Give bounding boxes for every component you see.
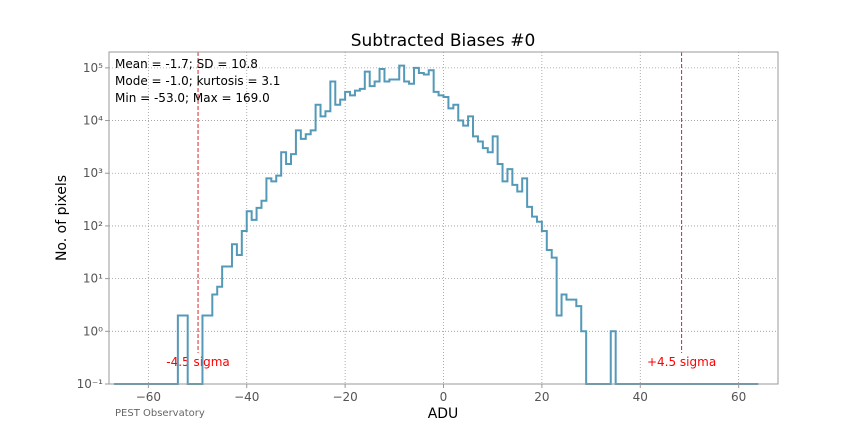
x-tick-label: 60 <box>731 390 746 404</box>
x-tick-label: −20 <box>332 390 357 404</box>
y-axis-label: No. of pixels <box>54 175 70 261</box>
gridlines <box>109 52 778 384</box>
y-tick-label: 10³ <box>83 166 103 180</box>
y-tick-label: 10⁴ <box>83 114 103 128</box>
x-axis-ticks: −60 −40 −20 0 20 40 60 <box>136 384 746 404</box>
y-tick-label: 10⁵ <box>83 61 103 75</box>
x-tick-label: −40 <box>234 390 259 404</box>
chart-title: Subtracted Biases #0 <box>351 31 536 51</box>
y-axis-ticks: 10⁻¹ 10⁰ 10¹ 10² 10³ 10⁴ 10⁵ <box>77 61 109 391</box>
sigma-label: +4.5 sigma <box>647 355 716 369</box>
sigma-lines: -4.5 sigma +4.5 sigma <box>166 52 716 369</box>
stats-mean-sd: Mean = -1.7; SD = 10.8 <box>115 57 258 71</box>
x-axis-label: ADU <box>428 406 459 422</box>
y-tick-label: 10¹ <box>83 272 103 286</box>
x-tick-label: 20 <box>534 390 549 404</box>
x-tick-label: 0 <box>440 390 448 404</box>
stats-min-max: Min = -53.0; Max = 169.0 <box>115 91 270 105</box>
stats-mode-kurtosis: Mode = -1.0; kurtosis = 3.1 <box>115 74 280 88</box>
observatory-credit: PEST Observatory <box>115 408 205 419</box>
x-tick-label: −60 <box>136 390 161 404</box>
x-tick-label: 40 <box>633 390 648 404</box>
y-tick-label: 10⁻¹ <box>77 377 104 391</box>
y-tick-label: 10² <box>83 219 103 233</box>
y-tick-label: 10⁰ <box>83 324 103 338</box>
sigma-label: -4.5 sigma <box>166 355 229 369</box>
